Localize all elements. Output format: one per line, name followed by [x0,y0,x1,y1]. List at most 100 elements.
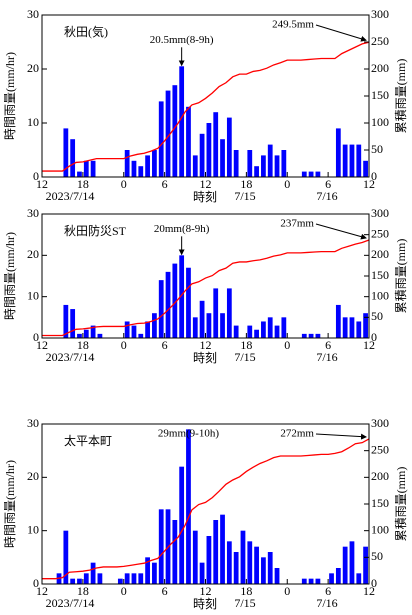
bar [131,160,137,177]
date-label: 2023/7/14 [46,596,95,610]
bar [335,304,341,338]
x-tick-label: 6 [162,177,168,191]
x-tick-label: 12 [36,338,48,352]
bar [186,429,191,584]
x-tick-label: 18 [240,584,252,598]
y2-tick-label: 100 [371,522,389,536]
y2-tick-label: 50 [371,309,383,323]
bar [349,317,355,338]
bar [226,541,232,584]
x-tick-label: 6 [325,177,331,191]
bar [70,309,76,338]
bar [165,90,171,177]
y2-tick-label: 250 [371,226,389,240]
y-tick-label: 0 [33,169,39,183]
bar [63,530,69,584]
y2-axis-label: 累積雨量(mm) [393,239,408,314]
bar [267,144,273,177]
bar [220,139,225,177]
bar [356,573,362,584]
bar [117,578,123,584]
y-tick-label: 30 [27,7,39,21]
bar [199,300,205,338]
bar [63,128,69,177]
bar [349,144,355,177]
bar [192,155,198,177]
date-label: 7/16 [316,189,337,203]
y-tick-label: 0 [33,576,39,590]
x-tick-label: 18 [77,584,89,598]
y2-tick-label: 50 [371,549,383,563]
bar [261,155,266,177]
bar [152,313,157,338]
bar [124,573,130,584]
date-label: 7/15 [234,350,255,364]
y2-axis-label: 累積雨量(mm) [393,59,408,134]
bar [363,546,368,584]
x-tick-label: 12 [36,177,48,191]
bar [145,155,150,177]
bar [145,557,150,584]
bar [70,578,76,584]
bar [172,263,178,338]
bar [158,101,164,177]
bar [254,329,259,338]
peak-label: 20.5mm(8-9h) [150,34,214,46]
x-axis-label: 時刻 [193,597,217,611]
x-tick-label: 18 [240,338,252,352]
y2-tick-label: 150 [371,88,389,102]
bar [172,85,178,177]
x-tick-label: 12 [200,584,212,598]
bar [199,562,205,584]
bar [97,573,103,584]
x-tick-label: 6 [162,338,168,352]
bar [77,333,82,338]
bar [90,325,96,338]
bar [233,325,239,338]
x-tick-label: 0 [121,177,127,191]
x-tick-label: 12 [36,584,48,598]
date-label: 2023/7/14 [46,350,95,364]
bar [70,139,76,177]
date-label: 7/15 [234,596,255,610]
bar [138,166,144,177]
station-name: 秋田(気) [64,24,108,39]
bar [138,573,144,584]
x-tick-label: 18 [77,177,89,191]
bar [145,321,150,338]
x-tick-label: 6 [325,338,331,352]
y-tick-label: 20 [27,469,39,483]
bar [158,280,164,338]
bar [240,530,246,584]
bar [233,150,239,177]
bar [199,133,205,177]
y-tick-label: 30 [27,416,39,430]
x-tick-label: 12 [363,584,375,598]
bar [363,313,368,338]
bar [329,573,334,584]
x-tick-label: 6 [162,584,168,598]
bar [83,329,89,338]
x-tick-label: 18 [240,177,252,191]
date-label: 7/16 [316,596,337,610]
bar [165,271,171,338]
bar [363,160,368,177]
cumulative-line [42,41,370,172]
x-tick-label: 0 [284,584,290,598]
bar [315,333,321,338]
bar [213,288,219,338]
bar [308,333,314,338]
total-label: 237mm [280,218,314,230]
x-tick-label: 0 [121,338,127,352]
bar [301,171,307,177]
bar [342,546,348,584]
y-axis-label: 時間雨量(mm/hr) [3,232,17,320]
cumulative-line [42,438,370,580]
date-label: 7/15 [234,189,255,203]
bar [301,333,307,338]
bar [124,321,130,338]
y-tick-label: 0 [33,330,39,344]
bar [77,578,82,584]
bar [179,466,185,584]
